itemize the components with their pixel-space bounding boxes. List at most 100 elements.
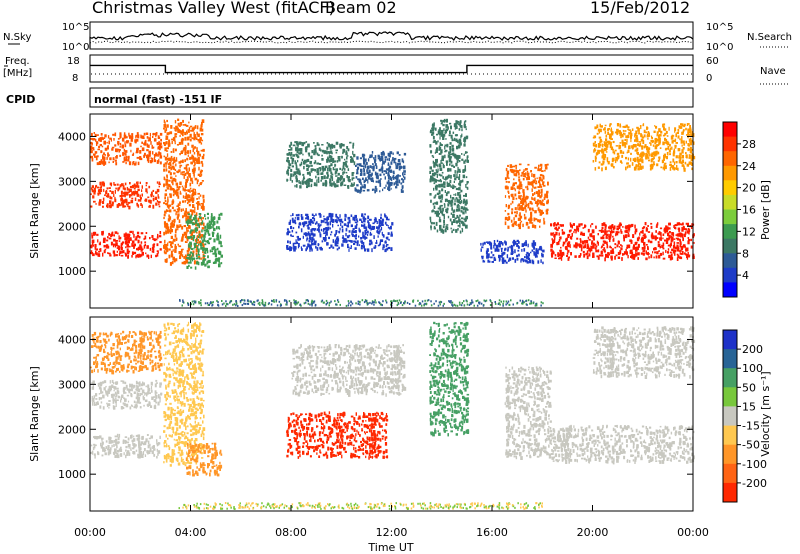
y-tick-label: 2000 <box>58 423 86 436</box>
velocity-region <box>91 379 163 410</box>
noise-panel: N.Sky N.Search 10^5 10^0 10^5 10^0 <box>3 21 792 53</box>
y-tick-label: 4000 <box>58 333 86 346</box>
colorbar-tick-label: 200 <box>742 343 763 356</box>
velocity-region <box>592 326 696 379</box>
x-tick-label: 08:00 <box>275 526 307 539</box>
colorbar-segment <box>723 368 737 388</box>
x-tick-label: 12:00 <box>376 526 408 539</box>
power-region <box>90 132 163 166</box>
noise-search-line <box>89 40 694 44</box>
colorbar-segment <box>723 253 737 269</box>
colorbar-segment <box>723 224 737 240</box>
colorbar-segment <box>723 165 737 181</box>
colorbar-tick-label: 16 <box>742 204 756 217</box>
colorbar-tick-label: 4 <box>742 269 749 282</box>
colorbar-tick-label: -15 <box>742 420 760 433</box>
velocity-ground-scatter <box>178 502 543 510</box>
x-tick-label: 00:00 <box>677 526 709 539</box>
power-region <box>504 163 549 230</box>
velocity-ylabel: Slant Range [km] <box>28 366 41 462</box>
velocity-colorbar-label: Velocity [m s⁻¹] <box>759 371 772 456</box>
colorbar-tick-label: 15 <box>742 400 756 413</box>
power-ylabel: Slant Range [km] <box>28 163 41 259</box>
colorbar-segment <box>723 267 737 283</box>
velocity-region <box>90 330 163 375</box>
colorbar-segment <box>723 122 737 138</box>
power-panel <box>89 113 696 309</box>
x-axis-label: Time UT <box>367 541 413 554</box>
power-region <box>429 118 469 234</box>
nave-label: Nave <box>760 66 786 77</box>
power-colorbar: 28 24 20 16 12 8 4 <box>722 121 756 298</box>
noise-tick-bottom-right: 10^0 <box>706 42 733 53</box>
power-region <box>286 212 394 253</box>
colorbar-segment <box>723 463 737 484</box>
y-tick-label: 3000 <box>58 175 86 188</box>
velocity-region <box>429 321 470 437</box>
cpid-panel <box>89 87 694 108</box>
colorbar-segment <box>723 387 737 407</box>
power-region <box>286 141 356 189</box>
x-tick-label: 16:00 <box>476 526 508 539</box>
y-tick-label: 3000 <box>58 378 86 391</box>
colorbar-segment <box>723 136 737 152</box>
beam-label: Beam 02 <box>325 0 397 17</box>
x-tick-label: 04:00 <box>175 526 207 539</box>
velocity-region <box>163 321 206 469</box>
colorbar-tick-label: 8 <box>742 247 749 260</box>
velocity-region <box>291 344 407 397</box>
nave-tick-top: 60 <box>706 56 719 67</box>
colorbar-tick-label: 12 <box>742 225 756 238</box>
colorbar-tick-label: 28 <box>742 138 756 151</box>
colorbar-segment <box>723 151 737 167</box>
noise-sky-line <box>89 31 694 48</box>
freq-panel: Freq. [MHz] 18 8 60 0 Nave <box>3 54 790 85</box>
colorbar-tick-label: 20 <box>742 182 756 195</box>
power-region <box>480 239 545 265</box>
colorbar-segment <box>723 209 737 225</box>
power-region <box>90 230 162 259</box>
velocity-region <box>90 433 161 459</box>
colorbar-segment <box>723 482 737 503</box>
velocity-region <box>286 411 389 460</box>
velocity-region <box>185 442 223 477</box>
colorbar-segment <box>723 282 737 298</box>
colorbar-tick-label: 100 <box>742 362 763 375</box>
x-tick-label: 00:00 <box>74 526 106 539</box>
colorbar-segment <box>723 425 737 446</box>
colorbar-segment <box>723 349 737 369</box>
nsky-label: N.Sky <box>3 32 31 43</box>
power-ground-scatter <box>179 299 544 307</box>
velocity-panel <box>89 316 696 512</box>
colorbar-tick-label: 24 <box>742 160 756 173</box>
colorbar-segment <box>723 444 737 465</box>
colorbar-tick-label: -200 <box>742 477 767 490</box>
y-tick-label: 4000 <box>58 130 86 143</box>
nsearch-label: N.Search <box>747 32 792 43</box>
power-region <box>550 222 695 262</box>
noise-tick-top-right: 10^5 <box>706 22 733 33</box>
freq-label-2: [MHz] <box>3 68 32 79</box>
freq-line <box>90 64 693 74</box>
colorbar-tick-label: -50 <box>742 439 760 452</box>
noise-tick-bottom: 10^0 <box>62 42 89 53</box>
date-label: 15/Feb/2012 <box>590 0 690 17</box>
power-colorbar-label: Power [dB] <box>759 180 772 240</box>
cpid-text: normal (fast) -151 IF <box>94 93 222 106</box>
cpid-label: CPID <box>6 93 35 106</box>
colorbar-segment <box>723 180 737 196</box>
y-tick-label: 1000 <box>58 468 86 481</box>
freq-tick-bottom: 8 <box>72 73 78 84</box>
colorbar-segment <box>723 406 737 426</box>
nave-tick-bottom: 0 <box>706 73 712 84</box>
plot-title: Christmas Valley West (fitACF) <box>92 0 335 17</box>
x-tick-label: 20:00 <box>577 526 609 539</box>
y-tick-label: 2000 <box>58 220 86 233</box>
freq-tick-top: 18 <box>67 56 80 67</box>
colorbar-tick-label: 50 <box>742 381 756 394</box>
power-region <box>185 212 223 270</box>
velocity-region <box>549 424 695 465</box>
noise-tick-top: 10^5 <box>62 22 89 33</box>
colorbar-segment <box>723 238 737 254</box>
